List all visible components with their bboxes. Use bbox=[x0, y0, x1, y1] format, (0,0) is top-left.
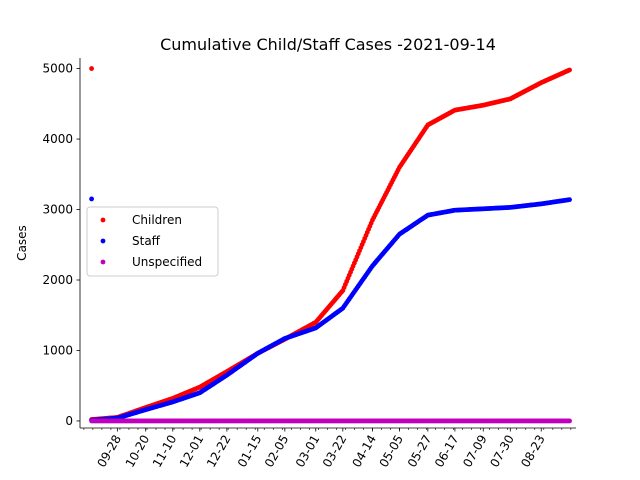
x-tick-label: 09-28 bbox=[94, 433, 124, 470]
x-tick-label: 12-01 bbox=[177, 433, 207, 470]
x-tick-label: 01-15 bbox=[235, 433, 265, 470]
outlier-point bbox=[89, 196, 94, 202]
x-tick-label: 02-05 bbox=[262, 433, 292, 470]
x-tick-label: 04-14 bbox=[349, 433, 379, 470]
series-unspecified bbox=[89, 418, 572, 424]
data-point bbox=[567, 67, 572, 73]
x-tick-label: 03-01 bbox=[293, 433, 323, 470]
x-tick-label: 11-10 bbox=[150, 433, 180, 470]
legend-label: Staff bbox=[132, 234, 161, 248]
x-tick-label: 07-09 bbox=[460, 433, 490, 470]
x-tick-label: 07-30 bbox=[487, 433, 517, 470]
y-tick-label: 4000 bbox=[42, 132, 73, 146]
x-tick-label: 05-05 bbox=[377, 433, 407, 470]
x-tick-label: 05-27 bbox=[405, 433, 435, 470]
x-tick-label: 06-17 bbox=[432, 433, 462, 470]
chart-title: Cumulative Child/Staff Cases -2021-09-14 bbox=[160, 35, 496, 54]
y-tick-label: 3000 bbox=[42, 203, 73, 217]
plot-area bbox=[89, 66, 572, 424]
legend-label: Children bbox=[132, 213, 182, 227]
legend: Children Staff Unspecified bbox=[86, 206, 219, 277]
x-tick-label: 12-22 bbox=[204, 433, 234, 470]
series-staff bbox=[89, 196, 572, 423]
legend-marker bbox=[100, 238, 106, 244]
outlier-point bbox=[89, 66, 94, 71]
y-tick-label: 1000 bbox=[42, 343, 73, 357]
x-tick-label: 03-22 bbox=[320, 433, 350, 470]
legend-marker bbox=[100, 259, 106, 265]
y-tick-label: 0 bbox=[65, 414, 73, 428]
x-tick-label: 10-20 bbox=[123, 433, 153, 470]
legend-box bbox=[86, 206, 219, 277]
y-tick-label: 2000 bbox=[42, 273, 73, 287]
legend-marker bbox=[100, 217, 106, 223]
x-tick-label: 08-23 bbox=[518, 433, 548, 470]
y-axis: 0 1000 2000 3000 4000 5000 bbox=[42, 58, 81, 428]
y-tick-label: 5000 bbox=[42, 62, 73, 76]
data-point bbox=[567, 197, 572, 203]
y-axis-label: Cases bbox=[15, 225, 29, 261]
legend-label: Unspecified bbox=[132, 255, 202, 269]
data-point bbox=[567, 418, 572, 424]
